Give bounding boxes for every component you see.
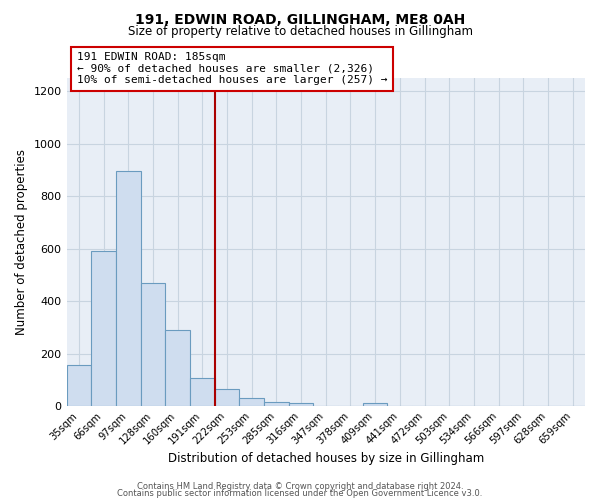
Bar [264,402,289,406]
Bar [289,404,313,406]
Text: Size of property relative to detached houses in Gillingham: Size of property relative to detached ho… [128,25,473,38]
Text: Contains HM Land Registry data © Crown copyright and database right 2024.: Contains HM Land Registry data © Crown c… [137,482,463,491]
X-axis label: Distribution of detached houses by size in Gillingham: Distribution of detached houses by size … [167,452,484,465]
Bar [239,398,264,406]
Text: 191, EDWIN ROAD, GILLINGHAM, ME8 0AH: 191, EDWIN ROAD, GILLINGHAM, ME8 0AH [135,12,465,26]
Bar [116,172,140,406]
Bar [67,366,91,406]
Bar [363,404,388,406]
Y-axis label: Number of detached properties: Number of detached properties [15,149,28,335]
Bar [140,283,165,406]
Text: Contains public sector information licensed under the Open Government Licence v3: Contains public sector information licen… [118,489,482,498]
Bar [215,389,239,406]
Bar [165,330,190,406]
Bar [91,252,116,406]
Text: 191 EDWIN ROAD: 185sqm
← 90% of detached houses are smaller (2,326)
10% of semi-: 191 EDWIN ROAD: 185sqm ← 90% of detached… [77,52,388,86]
Bar [190,378,215,406]
